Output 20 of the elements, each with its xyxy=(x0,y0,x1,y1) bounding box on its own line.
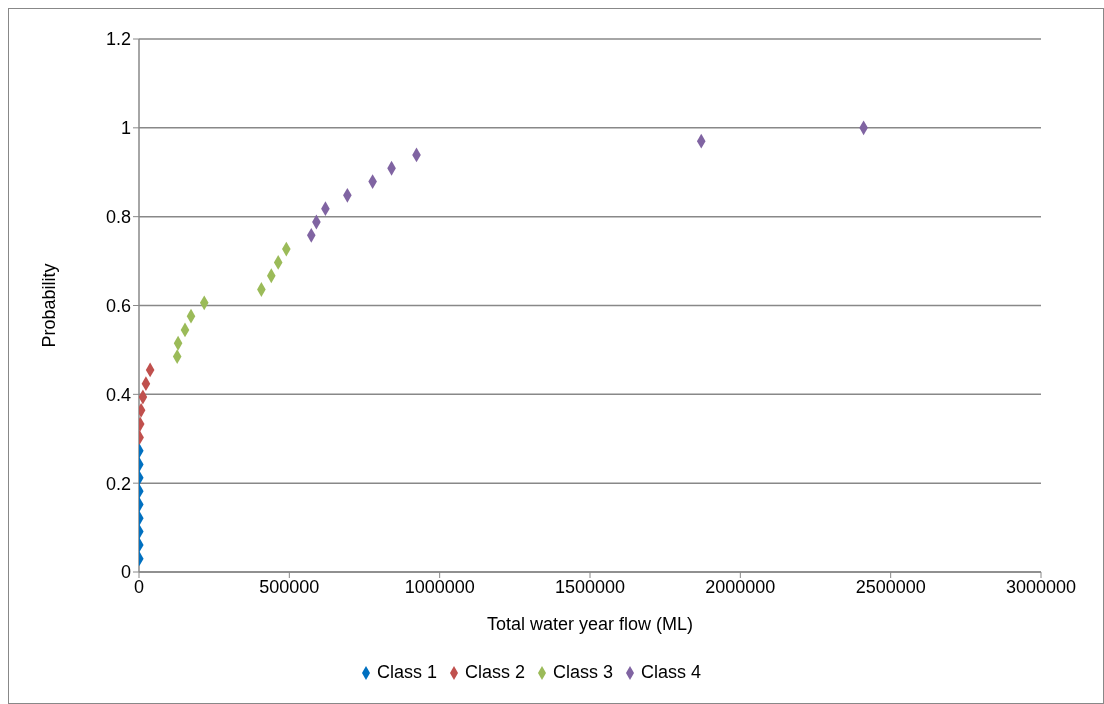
y-tick-label: 0.6 xyxy=(105,295,131,316)
x-tick-label: 3000000 xyxy=(1005,576,1077,597)
x-tick-label: 2000000 xyxy=(705,576,776,597)
legend-label: Class 1 xyxy=(376,662,437,682)
y-tick-label: 1.2 xyxy=(105,29,131,50)
x-tick-label: 1000000 xyxy=(404,576,475,597)
legend-label: Class 4 xyxy=(641,662,702,682)
y-tick-label: 1 xyxy=(120,118,131,139)
x-axis-title: Total water year flow (ML) xyxy=(486,613,694,634)
x-tick-label: 1500000 xyxy=(554,576,626,597)
y-tick-label: 0 xyxy=(120,562,131,583)
x-tick-label: 2500000 xyxy=(855,576,926,597)
y-tick-label: 0.8 xyxy=(105,207,131,228)
x-tick-label: 500000 xyxy=(259,576,320,597)
legend-label: Class 2 xyxy=(464,662,525,682)
legend-label: Class 3 xyxy=(553,662,614,682)
y-tick-label: 0.4 xyxy=(105,384,131,405)
y-axis-title: Probability xyxy=(39,263,60,348)
y-tick-label: 0.2 xyxy=(105,473,131,494)
x-tick-label: 0 xyxy=(133,576,145,597)
